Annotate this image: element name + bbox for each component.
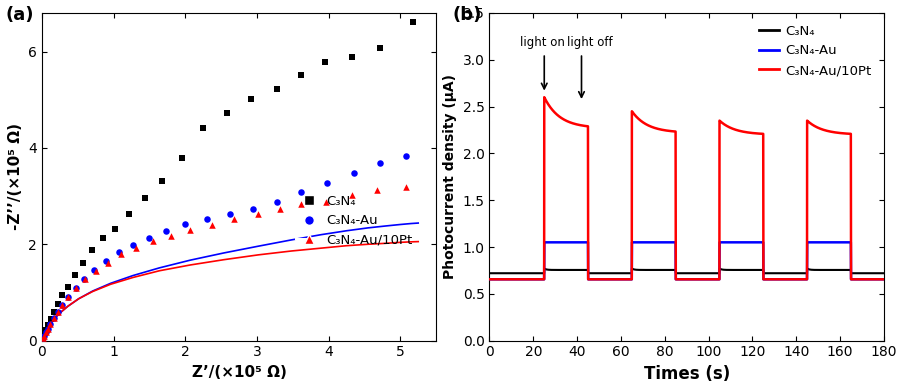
- Point: [77, 277, 91, 283]
- Point: [69, 285, 83, 291]
- Point: [137, 194, 152, 200]
- Point: [41, 326, 55, 332]
- Point: [39, 329, 53, 335]
- Point: [129, 245, 144, 251]
- Point: [319, 199, 333, 205]
- Text: light off: light off: [567, 35, 612, 48]
- Point: [46, 316, 61, 322]
- Point: [111, 249, 126, 255]
- Point: [178, 220, 192, 227]
- Point: [107, 226, 122, 232]
- Legend: C₃N₄, C₃N₄-Au, C₃N₄-Au/10Pt: C₃N₄, C₃N₄-Au, C₃N₄-Au/10Pt: [753, 20, 876, 82]
- Point: [96, 235, 110, 241]
- Point: [373, 160, 387, 167]
- Point: [51, 301, 65, 307]
- Point: [244, 96, 258, 102]
- Point: [98, 258, 113, 264]
- Point: [293, 201, 308, 207]
- Point: [37, 332, 51, 339]
- Point: [373, 44, 387, 51]
- Point: [46, 316, 61, 322]
- Point: [126, 242, 140, 248]
- Point: [36, 334, 51, 340]
- Point: [273, 206, 287, 212]
- Point: [85, 247, 99, 253]
- Point: [61, 294, 76, 300]
- Point: [114, 251, 128, 257]
- Point: [369, 187, 384, 193]
- Legend: C₃N₄, C₃N₄-Au, C₃N₄-Au/10Pt: C₃N₄, C₃N₄-Au, C₃N₄-Au/10Pt: [290, 190, 417, 252]
- Point: [293, 189, 308, 195]
- Point: [61, 294, 76, 300]
- Point: [318, 59, 332, 65]
- Text: light on: light on: [519, 35, 563, 48]
- Point: [51, 309, 65, 315]
- Point: [69, 285, 83, 291]
- Point: [55, 301, 70, 308]
- Point: [174, 155, 189, 161]
- Point: [68, 271, 82, 278]
- X-axis label: Times (s): Times (s): [643, 365, 729, 383]
- Point: [41, 326, 55, 332]
- Point: [61, 284, 75, 290]
- Point: [154, 177, 169, 184]
- Point: [269, 199, 284, 205]
- Point: [44, 316, 59, 322]
- Point: [47, 308, 61, 315]
- Point: [227, 216, 241, 222]
- Point: [145, 238, 160, 245]
- Point: [246, 206, 260, 212]
- Point: [88, 268, 103, 274]
- Point: [182, 227, 197, 233]
- Point: [398, 153, 413, 159]
- Point: [41, 322, 55, 328]
- Point: [163, 232, 178, 239]
- Text: (a): (a): [5, 6, 34, 25]
- Point: [39, 327, 53, 333]
- Point: [51, 309, 65, 315]
- Point: [219, 110, 234, 116]
- Point: [293, 71, 308, 78]
- Point: [37, 330, 51, 337]
- Y-axis label: Photocurrent density (μA): Photocurrent density (μA): [442, 74, 457, 279]
- Point: [344, 191, 358, 198]
- Point: [200, 216, 214, 222]
- Point: [250, 211, 265, 217]
- Point: [398, 184, 413, 191]
- Point: [55, 301, 70, 308]
- Point: [196, 124, 210, 131]
- Point: [158, 228, 172, 234]
- Point: [43, 321, 58, 327]
- Point: [346, 170, 360, 176]
- Point: [54, 292, 69, 298]
- Point: [204, 222, 219, 228]
- Text: (b): (b): [452, 6, 481, 25]
- Point: [39, 329, 53, 335]
- X-axis label: Z’/(×10⁵ Ω): Z’/(×10⁵ Ω): [191, 365, 286, 380]
- Point: [141, 235, 155, 241]
- Point: [75, 259, 89, 266]
- Point: [87, 267, 101, 273]
- Point: [344, 54, 358, 60]
- Y-axis label: -Z’’/(×10⁵ Ω): -Z’’/(×10⁵ Ω): [7, 123, 23, 230]
- Point: [43, 321, 58, 327]
- Point: [35, 335, 50, 341]
- Point: [269, 86, 284, 92]
- Point: [405, 18, 420, 25]
- Point: [320, 179, 334, 186]
- Point: [100, 259, 115, 266]
- Point: [122, 211, 136, 218]
- Point: [37, 332, 51, 339]
- Point: [78, 277, 92, 283]
- Point: [35, 335, 50, 341]
- Point: [222, 211, 237, 217]
